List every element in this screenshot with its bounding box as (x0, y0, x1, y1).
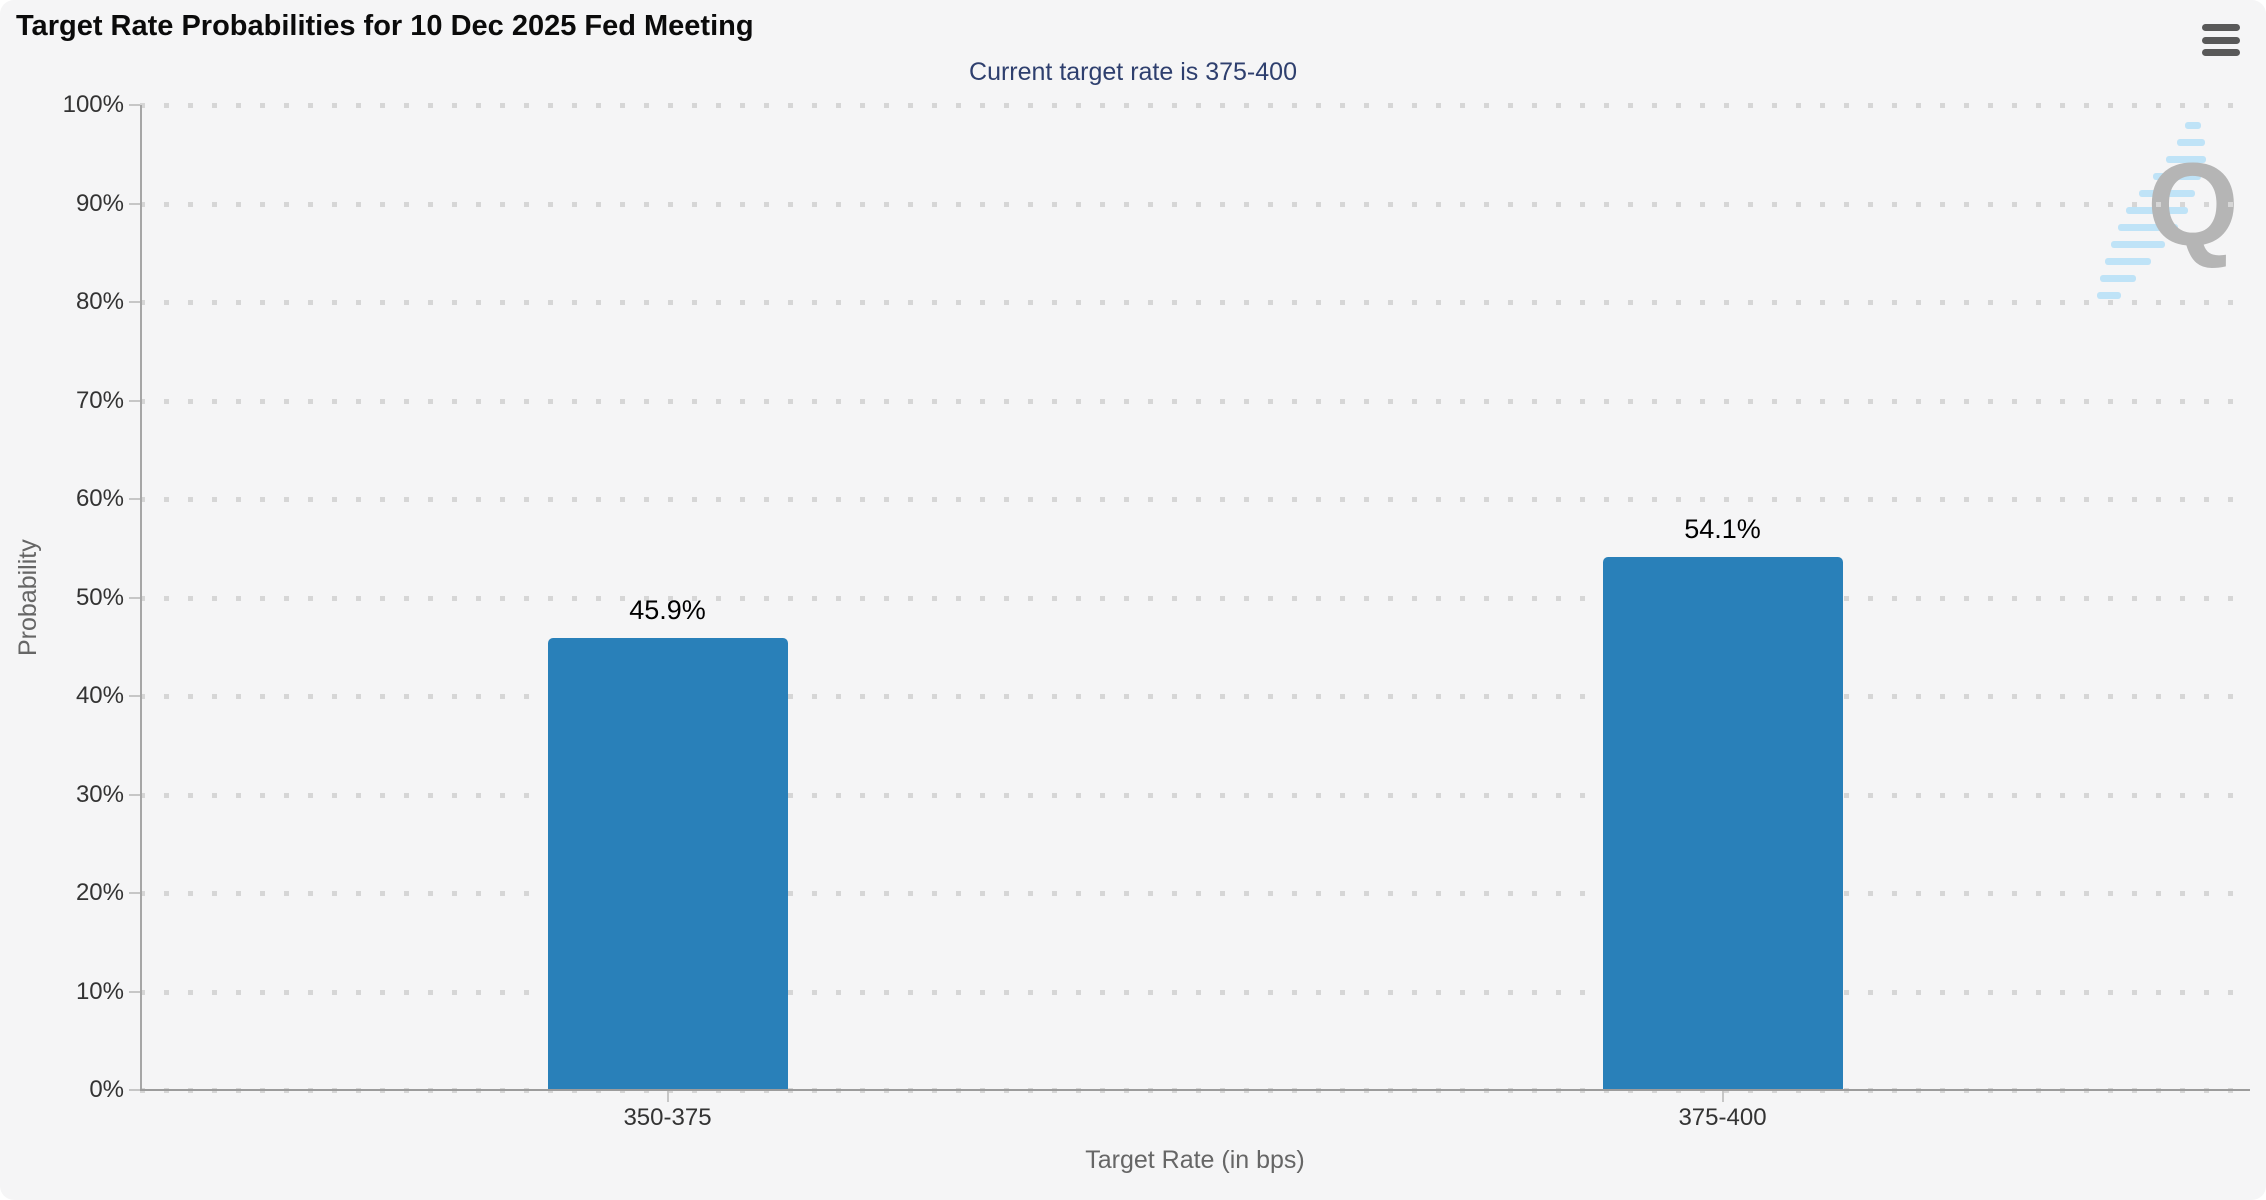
gridline (140, 694, 2250, 699)
chart-title: Target Rate Probabilities for 10 Dec 202… (16, 10, 754, 42)
bar-375-400[interactable] (1602, 557, 1843, 1090)
y-tick-label: 90% (75, 189, 124, 217)
y-tick-label: 40% (75, 682, 124, 709)
y-tick-mark (129, 498, 140, 500)
y-axis-line (140, 105, 142, 1090)
gridline (140, 989, 2250, 995)
y-tick-mark (129, 104, 140, 106)
chart-subtitle: Current target rate is 375-400 (969, 58, 1297, 86)
bar-value-label: 54.1% (1684, 514, 1761, 545)
y-tick-mark (129, 695, 140, 697)
y-tick-mark (129, 793, 140, 796)
gridline (140, 201, 2250, 207)
y-tick-label: 0% (89, 1076, 124, 1103)
hamburger-menu-icon (2202, 49, 2240, 56)
y-tick-label: 20% (75, 879, 124, 906)
gridline (140, 792, 2250, 798)
y-tick-label: 30% (75, 780, 124, 808)
y-tick-mark (129, 399, 140, 402)
x-tick-label: 350-375 (623, 1104, 712, 1131)
x-axis-title: Target Rate (in bps) (1085, 1146, 1305, 1174)
plot-area: 45.9% 54.1% (140, 105, 2250, 1090)
hamburger-menu-icon (2202, 36, 2240, 44)
gridline (140, 497, 2250, 502)
y-tick-mark (129, 596, 140, 599)
gridline (140, 595, 2250, 601)
bar-350-375[interactable] (547, 637, 788, 1090)
y-tick-label: 80% (75, 288, 124, 315)
y-tick-label: 50% (75, 583, 124, 611)
y-tick-mark (129, 301, 140, 303)
y-tick-mark (129, 990, 140, 993)
gridline (140, 103, 2250, 108)
y-tick-mark (129, 202, 140, 205)
hamburger-menu-icon (2202, 24, 2240, 31)
y-tick-mark (129, 892, 140, 894)
gridline (140, 398, 2250, 404)
x-tick-mark (666, 1091, 669, 1102)
y-tick-label: 60% (75, 485, 124, 512)
x-tick-label: 375-400 (1678, 1104, 1767, 1131)
y-tick-label: 10% (75, 977, 124, 1005)
y-tick-label: 70% (75, 386, 124, 414)
bar-value-label: 45.9% (629, 594, 706, 625)
y-tick-mark (129, 1089, 140, 1091)
gridline (140, 891, 2250, 896)
y-tick-label: 100% (62, 91, 124, 118)
chart-context-menu-button[interactable] (2202, 24, 2242, 56)
x-axis-line (140, 1089, 2250, 1091)
gridline (140, 300, 2250, 305)
x-tick-mark (1721, 1091, 1724, 1102)
